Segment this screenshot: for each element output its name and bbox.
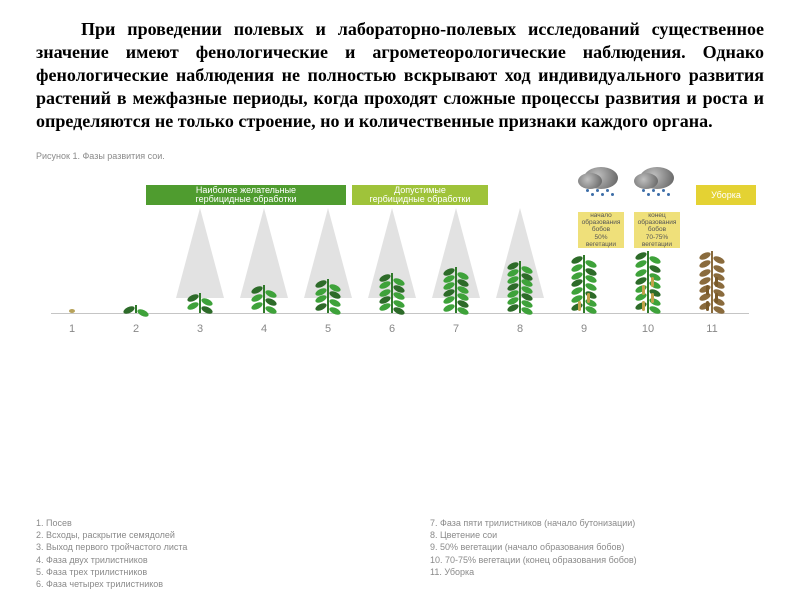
- stage-number: 5: [300, 323, 356, 335]
- stage-number: 6: [364, 323, 420, 335]
- main-paragraph: При проведении полевых и лабораторно-пол…: [36, 18, 764, 133]
- plant-icon: [519, 261, 521, 313]
- page: При проведении полевых и лабораторно-пол…: [0, 0, 800, 600]
- legend-item: 5. Фаза трех трилистников: [36, 566, 370, 578]
- plant-icon: [583, 255, 585, 313]
- stage-number: 8: [492, 323, 548, 335]
- legend-col-right: 7. Фаза пяти трилистников (начало бутони…: [430, 517, 764, 590]
- legend-item: 1. Посев: [36, 517, 370, 529]
- rain-cloud-start: [578, 165, 624, 195]
- legend-item: 10. 70-75% вегетации (конец образования …: [430, 554, 764, 566]
- plant-icon: [199, 293, 201, 313]
- banner-acceptable: Допустимые гербицидные обработки: [352, 185, 488, 205]
- stage-number: 1: [44, 323, 100, 335]
- stage-6: 6: [364, 225, 420, 335]
- plant-icon: [135, 305, 137, 313]
- stage-number: 7: [428, 323, 484, 335]
- stage-number: 11: [684, 323, 740, 335]
- rain-cloud-end: [634, 165, 680, 195]
- soy-phase-figure: Наиболее желательные гербицидные обработ…: [36, 165, 764, 365]
- legend-item: 2. Всходы, раскрытие семядолей: [36, 529, 370, 541]
- banner-desirable: Наиболее желательные гербицидные обработ…: [146, 185, 346, 205]
- banner-harvest: Уборка: [696, 185, 756, 205]
- figure-caption: Рисунок 1. Фазы развития сои.: [36, 151, 764, 161]
- stage-10: 10: [620, 225, 676, 335]
- legend-col-left: 1. Посев2. Всходы, раскрытие семядолей3.…: [36, 517, 370, 590]
- stage-number: 3: [172, 323, 228, 335]
- plant-icon: [391, 273, 393, 313]
- legend-item: 4. Фаза двух трилистников: [36, 554, 370, 566]
- stage-number: 10: [620, 323, 676, 335]
- stage-8: 8: [492, 225, 548, 335]
- stage-1: 1: [44, 225, 100, 335]
- plant-icon: [263, 285, 265, 313]
- stage-2: 2: [108, 225, 164, 335]
- legend-item: 7. Фаза пяти трилистников (начало бутони…: [430, 517, 764, 529]
- legend-item: 9. 50% вегетации (начало образования боб…: [430, 541, 764, 553]
- plant-icon: [69, 309, 75, 313]
- legend: 1. Посев2. Всходы, раскрытие семядолей3.…: [36, 517, 764, 590]
- plant-icon: [455, 267, 457, 313]
- stage-4: 4: [236, 225, 292, 335]
- stage-5: 5: [300, 225, 356, 335]
- stage-number: 9: [556, 323, 612, 335]
- plant-icon: [647, 251, 649, 313]
- plant-icon: [327, 279, 329, 313]
- stage-3: 3: [172, 225, 228, 335]
- stage-9: 9: [556, 225, 612, 335]
- plant-icon: [711, 251, 713, 313]
- legend-item: 8. Цветение сои: [430, 529, 764, 541]
- stage-number: 4: [236, 323, 292, 335]
- legend-item: 6. Фаза четырех трилистников: [36, 578, 370, 590]
- legend-item: 11. Уборка: [430, 566, 764, 578]
- stage-7: 7: [428, 225, 484, 335]
- stage-11: 11: [684, 225, 740, 335]
- stage-number: 2: [108, 323, 164, 335]
- legend-item: 3. Выход первого тройчастого листа: [36, 541, 370, 553]
